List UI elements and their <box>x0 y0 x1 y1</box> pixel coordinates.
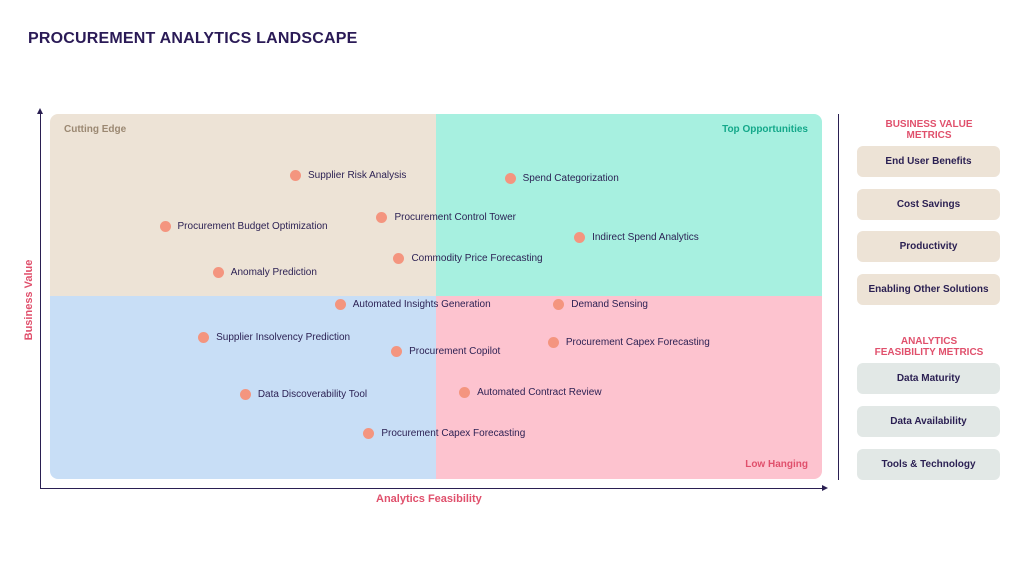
point-marker <box>376 211 388 223</box>
x-axis-line <box>40 488 824 489</box>
chart-point: Commodity Price Forecasting <box>393 251 543 265</box>
chart-point: Indirect Spend Analytics <box>574 230 699 244</box>
point-marker <box>363 427 375 439</box>
point-label: Procurement Control Tower <box>394 211 516 223</box>
chart-point: Supplier Risk Analysis <box>289 169 407 183</box>
point-label: Procurement Capex Forecasting <box>381 427 526 439</box>
point-label: Supplier Insolvency Prediction <box>216 331 351 343</box>
point-label: Indirect Spend Analytics <box>592 231 699 243</box>
business-value-metrics-heading: BUSINESS VALUE METRICS <box>858 119 1000 141</box>
chart-point: Supplier Insolvency Prediction <box>198 330 350 344</box>
point-label: Procurement Copilot <box>409 346 501 358</box>
point-marker <box>553 299 565 311</box>
quadrant-top-opportunities: Top Opportunities <box>436 114 822 296</box>
metric-tools-technology: Tools & Technology <box>857 449 1000 480</box>
quadrant-label-top-opportunities: Top Opportunities <box>722 124 808 135</box>
quadrant-bottom-left <box>50 296 436 479</box>
heading-line: ANALYTICS <box>900 336 958 347</box>
quadrant-cutting-edge: Cutting Edge <box>50 114 436 296</box>
point-marker <box>574 231 586 243</box>
point-marker <box>289 170 301 182</box>
page-title: PROCUREMENT ANALYTICS LANDSCAPE <box>28 30 358 47</box>
metric-productivity: Productivity <box>857 231 1000 262</box>
point-label: Commodity Price Forecasting <box>411 252 543 264</box>
point-label: Supplier Risk Analysis <box>307 170 407 182</box>
y-axis-arrow-icon <box>37 108 43 114</box>
y-axis-label: Business Value <box>23 259 35 341</box>
quadrant-label-low-hanging: Low Hanging <box>745 459 808 470</box>
point-marker <box>504 173 516 185</box>
heading-line: BUSINESS VALUE <box>885 119 973 130</box>
point-marker <box>334 299 346 311</box>
point-label: Spend Categorization <box>522 173 619 185</box>
point-label: Demand Sensing <box>571 299 648 311</box>
chart-point: Procurement Capex Forecasting <box>547 336 710 350</box>
heading-line: METRICS <box>906 130 952 141</box>
chart-point: Procurement Copilot <box>391 345 500 359</box>
metric-data-availability: Data Availability <box>857 406 1000 437</box>
point-label: Procurement Capex Forecasting <box>565 337 710 349</box>
analytics-feasibility-metrics-heading: ANALYTICS FEASIBILITY METRICS <box>858 336 1000 358</box>
point-marker <box>459 386 471 398</box>
y-axis-line <box>40 112 41 488</box>
quadrant-low-hanging: Low Hanging <box>436 296 822 479</box>
chart-point: Procurement Budget Optimization <box>159 219 328 233</box>
quadrant-label-cutting-edge: Cutting Edge <box>64 124 127 135</box>
point-marker <box>393 252 405 264</box>
x-axis-arrow-icon <box>822 485 828 491</box>
chart-point: Demand Sensing <box>553 298 648 312</box>
metric-end-user-benefits: End User Benefits <box>857 146 1000 177</box>
point-label: Procurement Budget Optimization <box>177 220 328 232</box>
chart-point: Data Discoverability Tool <box>239 387 368 401</box>
point-marker <box>391 346 403 358</box>
metric-cost-savings: Cost Savings <box>857 189 1000 220</box>
point-marker <box>547 337 559 349</box>
point-label: Anomaly Prediction <box>230 266 317 278</box>
metric-enabling-other-solutions: Enabling Other Solutions <box>857 274 1000 305</box>
point-marker <box>159 220 171 232</box>
chart-point: Automated Contract Review <box>459 385 602 399</box>
x-axis-label: Analytics Feasibility <box>376 493 482 505</box>
metric-data-maturity: Data Maturity <box>857 363 1000 394</box>
point-label: Automated Contract Review <box>477 386 602 398</box>
point-marker <box>198 331 210 343</box>
point-label: Automated Insights Generation <box>352 299 491 311</box>
chart-point: Procurement Capex Forecasting <box>363 426 525 440</box>
point-label: Data Discoverability Tool <box>257 388 368 400</box>
point-marker <box>239 388 251 400</box>
chart-point: Automated Insights Generation <box>334 298 491 312</box>
heading-line: FEASIBILITY METRICS <box>874 347 984 358</box>
point-marker <box>212 266 224 278</box>
chart-point: Spend Categorization <box>504 172 619 186</box>
panel-divider <box>838 114 839 480</box>
chart-point: Anomaly Prediction <box>212 265 317 279</box>
chart-point: Procurement Control Tower <box>376 210 516 224</box>
